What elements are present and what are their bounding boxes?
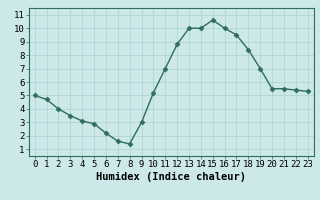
- X-axis label: Humidex (Indice chaleur): Humidex (Indice chaleur): [96, 172, 246, 182]
